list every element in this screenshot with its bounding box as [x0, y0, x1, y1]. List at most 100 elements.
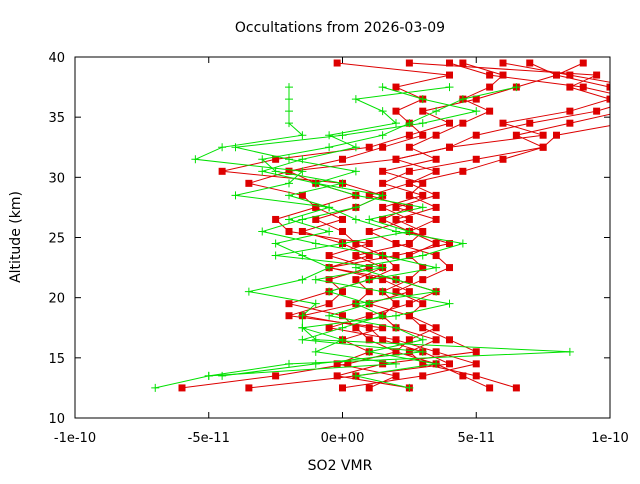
data-point [379, 179, 387, 187]
data-point [405, 348, 413, 356]
data-point [445, 299, 454, 308]
data-point [419, 324, 427, 332]
data-point [512, 131, 520, 139]
data-point [405, 276, 413, 284]
data-point [344, 360, 352, 368]
data-point [231, 143, 240, 152]
data-point [365, 384, 373, 392]
red-profile-series-5 [245, 59, 610, 392]
data-point [365, 275, 374, 284]
data-point [458, 95, 467, 104]
data-point [405, 59, 413, 67]
data-point [298, 131, 307, 140]
data-point [593, 107, 601, 115]
data-point [379, 360, 387, 368]
data-point [432, 107, 441, 116]
x-tick-label: 5e-11 [457, 431, 495, 446]
data-point [405, 215, 413, 223]
data-point [285, 167, 293, 175]
data-point [311, 179, 320, 188]
series-line [287, 62, 479, 389]
data-point [405, 179, 413, 187]
data-point [419, 179, 427, 187]
data-point [392, 107, 400, 115]
data-point [405, 167, 413, 175]
data-point [378, 131, 387, 140]
data-point [472, 131, 480, 139]
data-point [178, 384, 186, 392]
data-point [419, 191, 427, 199]
data-point [418, 251, 427, 260]
data-point [392, 300, 400, 308]
chart-title: Occultations from 2026-03-09 [235, 20, 445, 36]
data-point [446, 59, 453, 67]
data-point [405, 336, 413, 344]
y-tick-label: 10 [48, 412, 65, 427]
data-point [285, 312, 293, 320]
data-point [352, 240, 360, 248]
data-point [311, 347, 320, 356]
green-profile-series-8 [218, 83, 521, 380]
data-point [338, 335, 347, 344]
green-profile-series-9 [258, 83, 454, 392]
data-point [352, 252, 360, 260]
data-point [365, 191, 373, 199]
data-point [472, 155, 480, 163]
y-tick-label: 35 [48, 111, 65, 126]
data-point [553, 71, 560, 79]
data-point [191, 155, 200, 164]
data-point [338, 323, 347, 332]
data-point [298, 335, 307, 344]
data-point [378, 287, 387, 296]
data-point [325, 300, 333, 308]
data-point [245, 179, 253, 187]
data-point [539, 143, 547, 151]
data-point [419, 276, 427, 284]
data-point [325, 324, 333, 332]
data-point [445, 83, 454, 92]
data-point [486, 71, 494, 79]
series-line [367, 62, 610, 389]
data-point [499, 59, 507, 67]
data-point [392, 323, 400, 332]
data-point [231, 191, 240, 200]
data-point [432, 191, 440, 199]
data-point [566, 71, 574, 79]
x-axis-label: SO2 VMR [308, 458, 373, 474]
data-point [458, 239, 467, 248]
data-point [285, 215, 293, 224]
data-point [379, 203, 387, 211]
data-point [392, 288, 400, 296]
data-point [459, 372, 467, 380]
data-point [325, 227, 334, 236]
data-point [218, 371, 227, 380]
data-point [392, 119, 400, 128]
green-profile-series-10 [204, 83, 481, 380]
data-point [151, 383, 160, 392]
data-point [351, 95, 360, 104]
data-point [339, 155, 346, 163]
data-point [392, 336, 400, 344]
data-point [365, 143, 373, 151]
data-point [553, 131, 560, 139]
data-point [566, 83, 574, 91]
data-point [298, 275, 307, 284]
data-point [339, 227, 346, 235]
data-point [486, 107, 494, 115]
data-point [351, 215, 360, 224]
data-point [472, 107, 481, 116]
data-point [418, 203, 427, 212]
y-tick-label: 20 [48, 292, 65, 307]
data-point [378, 107, 387, 116]
data-point [352, 276, 360, 284]
data-point [325, 131, 334, 140]
data-point [311, 275, 320, 284]
data-point [333, 59, 341, 67]
data-point [271, 239, 280, 248]
data-point [325, 143, 334, 152]
data-point [352, 324, 360, 332]
data-point [325, 263, 334, 272]
data-point [432, 215, 440, 223]
data-point [365, 347, 374, 356]
